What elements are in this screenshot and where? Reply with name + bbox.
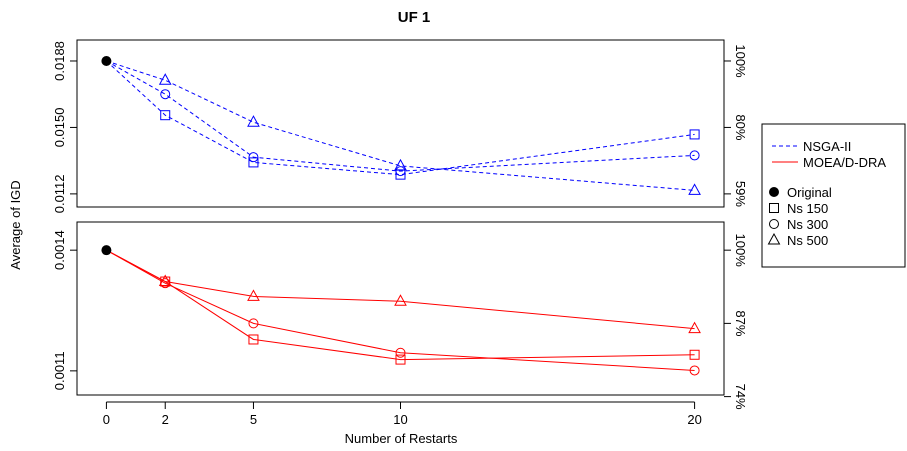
y2-tick-label: 59%: [733, 181, 748, 207]
data-point-triangle: [158, 73, 172, 85]
legend-marker-triangle: [767, 232, 781, 245]
legend-label: Ns 150: [787, 201, 828, 216]
chart-title: UF 1: [398, 9, 431, 26]
x-tick-label: 20: [687, 412, 701, 427]
data-point-square: [160, 110, 171, 121]
legend-label: Original: [787, 185, 832, 200]
legend-label: NSGA-II: [803, 139, 851, 154]
y-tick-label: 0.0150: [52, 108, 67, 148]
legend-box: [761, 123, 906, 268]
series-line-ns-300: [106, 60, 695, 172]
data-point-square: [248, 157, 259, 168]
y2-tick-label: 100%: [733, 44, 748, 78]
data-point-triangle: [158, 274, 172, 287]
y-tick-label: 0.0188: [52, 41, 67, 81]
y-tick-label: 0.0011: [52, 351, 67, 390]
series-line-ns-500: [106, 249, 695, 330]
y2-tick-label: 80%: [733, 114, 748, 140]
data-point-triangle: [247, 115, 260, 127]
y-tick-label: 0.0014: [52, 230, 67, 270]
data-point-triangle: [394, 294, 407, 306]
original-point: [101, 245, 112, 256]
legend-marker-square: [769, 203, 779, 213]
x-tick-label: 0: [103, 412, 110, 427]
original-point: [101, 55, 112, 66]
data-point-square: [689, 129, 700, 140]
data-point-circle: [395, 347, 406, 358]
y-tick-label: 0.0112: [52, 174, 67, 213]
data-point-circle: [395, 166, 406, 177]
x-axis-label: Number of Restarts: [345, 431, 458, 446]
data-point-circle: [689, 150, 700, 161]
y2-tick-label: 74%: [733, 384, 748, 410]
data-point-triangle: [247, 289, 260, 301]
legend-marker-filled-circle: [769, 187, 779, 197]
series-line-ns-150: [106, 60, 695, 176]
data-point-square: [395, 354, 406, 365]
data-point-circle: [248, 152, 259, 163]
data-point-circle: [248, 318, 259, 329]
legend-label: Ns 300: [787, 217, 828, 232]
x-tick-label: 5: [250, 412, 257, 427]
legend-label: Ns 500: [787, 233, 828, 248]
x-axis: 0 2 5 10 20: [103, 401, 702, 427]
panel-moea-d-dra: 0.0011 0.0014 100% 87% 74%: [52, 221, 748, 410]
legend-marker-circle: [769, 219, 779, 229]
plot-frame: [76, 39, 725, 208]
x-tick-label: 2: [162, 412, 169, 427]
panel-nsga-ii: 0.0112 0.0150 0.0188 59% 80% 100%: [52, 39, 748, 213]
panels: 0.0112 0.0150 0.0188 59% 80% 100% 0.0011 0.0014…: [52, 39, 748, 410]
plot-frame: [76, 221, 725, 396]
series-line-ns-300: [106, 249, 695, 371]
x-tick-label: 10: [393, 412, 407, 427]
data-point-square: [689, 349, 700, 360]
data-point-triangle: [688, 321, 701, 334]
data-point-circle: [689, 365, 700, 376]
data-point-square: [248, 334, 259, 345]
y2-tick-label: 87%: [733, 310, 748, 336]
y-axis-label: Average of IGD: [8, 180, 23, 269]
data-point-circle: [160, 89, 171, 100]
legend-label: MOEA/D-DRA: [803, 155, 886, 170]
data-point-triangle: [688, 183, 701, 195]
data-point-triangle: [394, 158, 407, 171]
y2-tick-label: 100%: [733, 234, 748, 268]
